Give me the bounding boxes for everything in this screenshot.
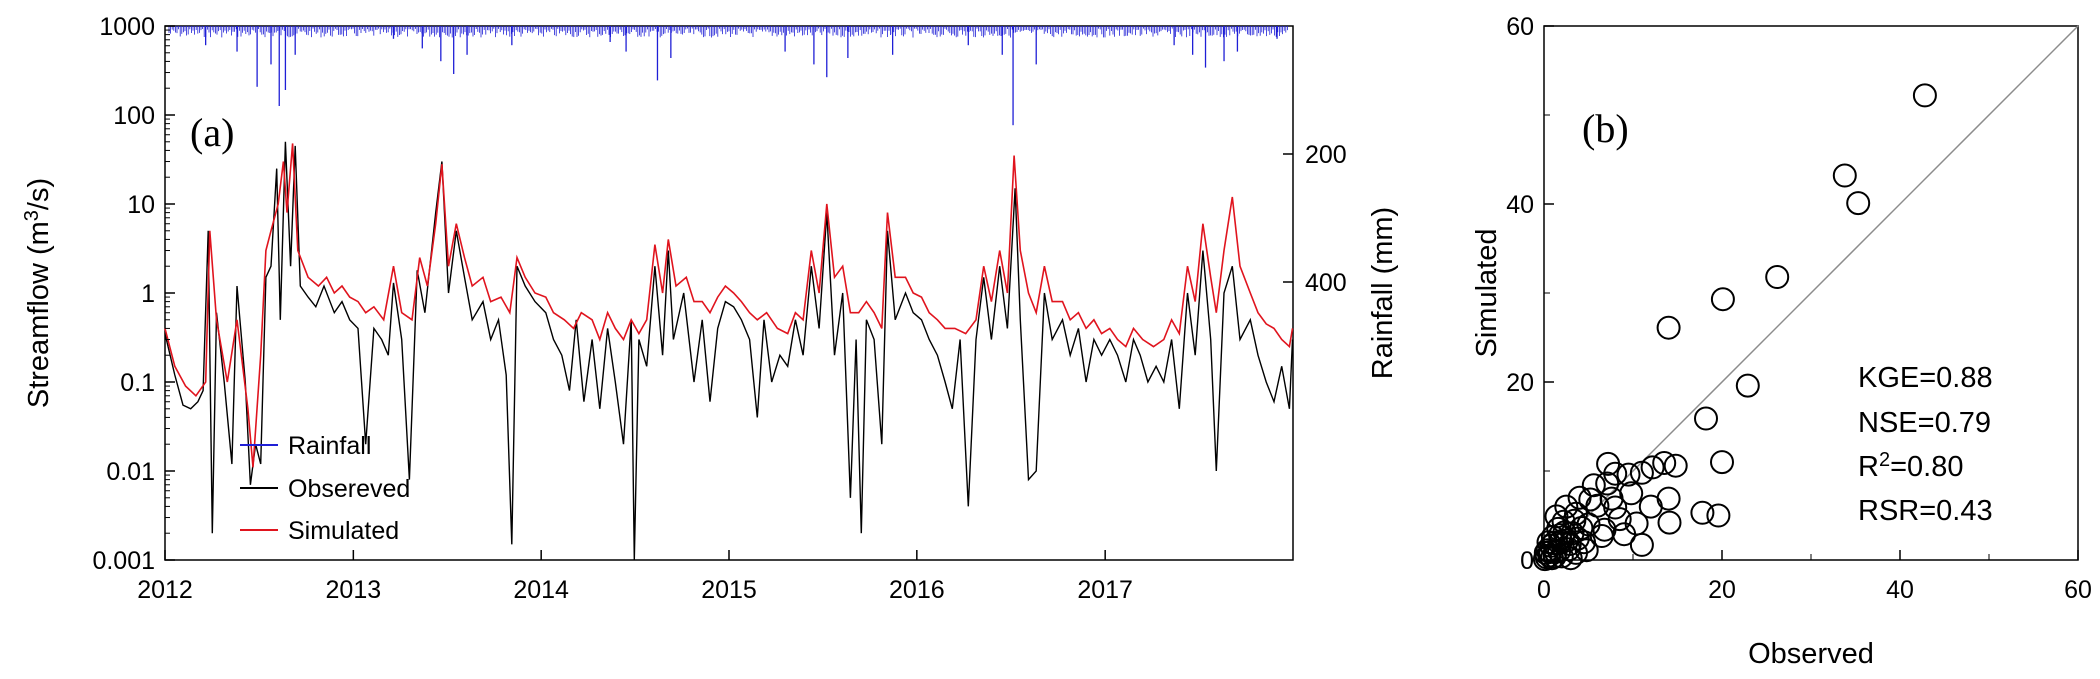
y-tick-label: 0.001 [92,547,155,575]
simulated-axis-title: Simulated [1471,229,1503,358]
scatter-point [1574,538,1599,563]
scatter-point [1735,373,1760,398]
x-tick-label: 2016 [889,576,945,604]
y-tick-label: 40 [1506,191,1534,219]
scatter-point [1694,406,1718,431]
y-tick-label: 100 [113,102,155,130]
scatter-point [1710,450,1734,475]
metric-r2: R2=0.80 [1858,449,1963,483]
hydrograph-legend: Rainfall Obsereved Simulated [240,432,410,545]
rainfall-y2-ticks: 200 400 [1283,141,1347,297]
metric-rsr: RSR=0.43 [1858,495,1993,527]
scatter-point [1592,517,1617,542]
scatter-point [1595,471,1620,496]
fit-metrics: KGE=0.88 NSE=0.79 R2=0.80 RSR=0.43 [1858,362,1993,527]
y2-tick-label: 400 [1305,269,1347,297]
scatter-point [1569,516,1594,540]
x-tick-label: 2012 [137,576,193,604]
scatter-point [1652,451,1677,475]
x-tick-label: 2013 [326,576,382,604]
rainfall-axis-title: Rainfall (mm) [1367,207,1399,379]
x-tick-label: 40 [1886,576,1914,604]
scatter-point [1690,500,1715,525]
y-tick-label: 1 [141,280,155,308]
x-tick-label: 0 [1537,576,1551,604]
scatter-point [1554,494,1579,519]
scatter-point [1657,510,1682,535]
scatter-points [1532,83,1937,572]
scatter-panel: 0 20 40 60 0 20 40 60 (b) Observed Simulated K… [1471,13,2092,670]
scatter-point [1616,462,1641,487]
scatter-point [1663,453,1688,478]
one-to-one-line [1543,25,2079,561]
x-tick-label: 2014 [513,576,569,604]
scatter-point [1846,191,1871,216]
scatter-point [1603,461,1628,486]
y-tick-label: 1000 [99,13,155,41]
scatter-point [1596,451,1621,476]
simulated-y-ticks: 0 20 40 60 [1506,13,1554,575]
simulated-streamflow-line [164,143,1294,468]
observed-streamflow-line [164,141,1294,561]
scatter-point [1656,315,1681,340]
scatter-point [1564,540,1588,565]
observed-x-ticks: 0 20 40 60 [1537,550,2092,604]
scatter-point [1706,503,1731,528]
streamflow-y-ticks: 0.001 0.01 0.1 1 10 100 1000 [92,13,175,575]
scatter-point [1612,522,1637,547]
scatter-point [1599,486,1624,511]
x-tick-label: 2015 [701,576,757,604]
year-x-ticks: 2012 2013 2014 2015 2016 2017 [137,550,1133,604]
legend-label-rainfall: Rainfall [288,432,371,460]
scatter-point [1638,494,1663,519]
y-tick-label: 20 [1506,369,1534,397]
y-tick-label: 0.01 [106,458,155,486]
metric-nse: NSE=0.79 [1858,407,1991,439]
x-tick-label: 2017 [1077,576,1133,604]
scatter-point [1832,163,1857,188]
scatter-point [1710,287,1735,312]
scatter-point [1640,455,1665,480]
y-tick-label: 60 [1506,13,1534,41]
metric-kge: KGE=0.88 [1858,362,1993,394]
y-tick-label: 10 [127,191,155,219]
scatter-point [1544,504,1569,529]
scatter-point [1765,265,1790,289]
panel-b-label: (b) [1582,106,1629,151]
scatter-point [1912,83,1937,108]
scatter-point [1552,520,1577,545]
streamflow-axis-title: Streamflow (m3/s) [21,178,55,408]
x-tick-label: 60 [2064,576,2092,604]
legend-label-simulated: Simulated [288,517,399,545]
panel-a-label: (a) [190,110,234,155]
observed-axis-title: Observed [1748,638,1874,670]
legend-label-observed: Obsereved [288,475,410,503]
y-tick-label: 0 [1520,547,1534,575]
y-tick-label: 0.1 [120,369,155,397]
scatter-point [1629,460,1654,485]
scatter-point [1581,473,1606,498]
scatter-point [1567,485,1592,510]
rainfall-series [168,26,1288,126]
y2-tick-label: 200 [1305,141,1347,169]
x-tick-label: 20 [1708,576,1736,604]
